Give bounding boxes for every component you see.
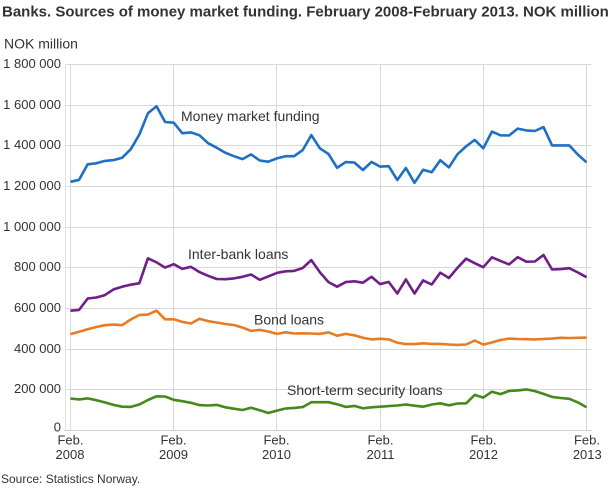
- svg-text:400 000: 400 000: [14, 341, 61, 356]
- svg-text:Feb.: Feb.: [263, 433, 289, 448]
- svg-text:Feb.: Feb.: [57, 433, 83, 448]
- svg-text:600 000: 600 000: [14, 300, 61, 315]
- svg-text:1 800 000: 1 800 000: [3, 56, 61, 71]
- svg-text:2010: 2010: [262, 447, 291, 462]
- svg-text:2012: 2012: [469, 447, 498, 462]
- svg-text:Inter-bank loans: Inter-bank loans: [188, 246, 288, 262]
- svg-text:Source: Statistics Norway.: Source: Statistics Norway.: [1, 472, 140, 486]
- svg-text:Feb.: Feb.: [160, 433, 186, 448]
- svg-text:1 200 000: 1 200 000: [3, 178, 61, 193]
- svg-text:Feb.: Feb.: [367, 433, 393, 448]
- svg-text:Money market funding: Money market funding: [181, 108, 320, 124]
- svg-text:1 600 000: 1 600 000: [3, 97, 61, 112]
- svg-text:Feb.: Feb.: [574, 433, 600, 448]
- svg-text:NOK million: NOK million: [4, 36, 78, 52]
- svg-text:2008: 2008: [56, 447, 85, 462]
- svg-text:2011: 2011: [367, 447, 395, 462]
- svg-text:1 000 000: 1 000 000: [3, 219, 61, 234]
- svg-text:Feb.: Feb.: [470, 433, 496, 448]
- svg-text:1 400 000: 1 400 000: [3, 137, 61, 152]
- svg-text:Banks. Sources of money market: Banks. Sources of money market funding. …: [2, 4, 609, 21]
- svg-text:0: 0: [54, 419, 61, 434]
- svg-text:2009: 2009: [159, 447, 188, 462]
- svg-text:Bond loans: Bond loans: [254, 312, 324, 328]
- svg-text:Short-term security loans: Short-term security loans: [287, 382, 443, 398]
- svg-text:2013: 2013: [573, 447, 602, 462]
- svg-text:200 000: 200 000: [14, 381, 61, 396]
- svg-text:800 000: 800 000: [14, 259, 61, 274]
